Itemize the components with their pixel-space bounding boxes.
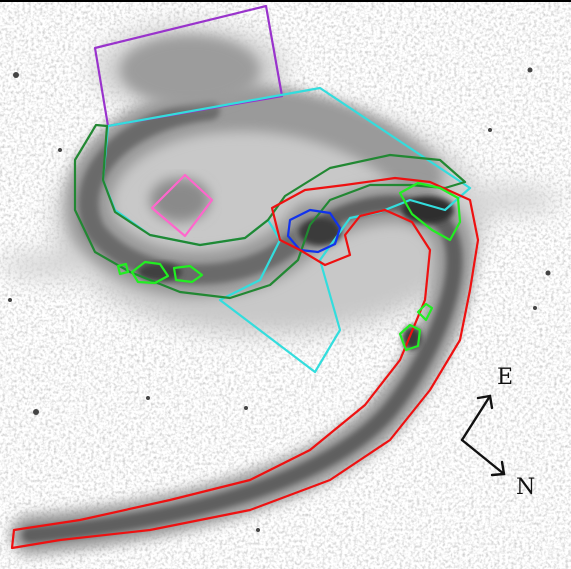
bright-green-knot-4-contour (116, 262, 130, 276)
east-label: E (497, 365, 513, 390)
bright-green-knot-6-contour (416, 302, 434, 322)
orientation-compass: E N (460, 365, 535, 500)
bright-green-knot-3-contour (172, 264, 204, 284)
east-arrow (460, 394, 494, 442)
north-arrow (460, 438, 506, 477)
pink-region-contour (150, 173, 214, 238)
north-label: N (516, 475, 535, 500)
purple-region-contour (93, 4, 284, 128)
blue-region-contour (286, 208, 342, 254)
top-border-line (0, 0, 571, 2)
field-stars (8, 67, 551, 532)
red-region-contour (10, 176, 480, 550)
bright-green-knot-2-contour (130, 260, 170, 285)
bright-green-knot-1-contour (398, 181, 462, 242)
bright-green-knot-5-contour (398, 323, 422, 352)
